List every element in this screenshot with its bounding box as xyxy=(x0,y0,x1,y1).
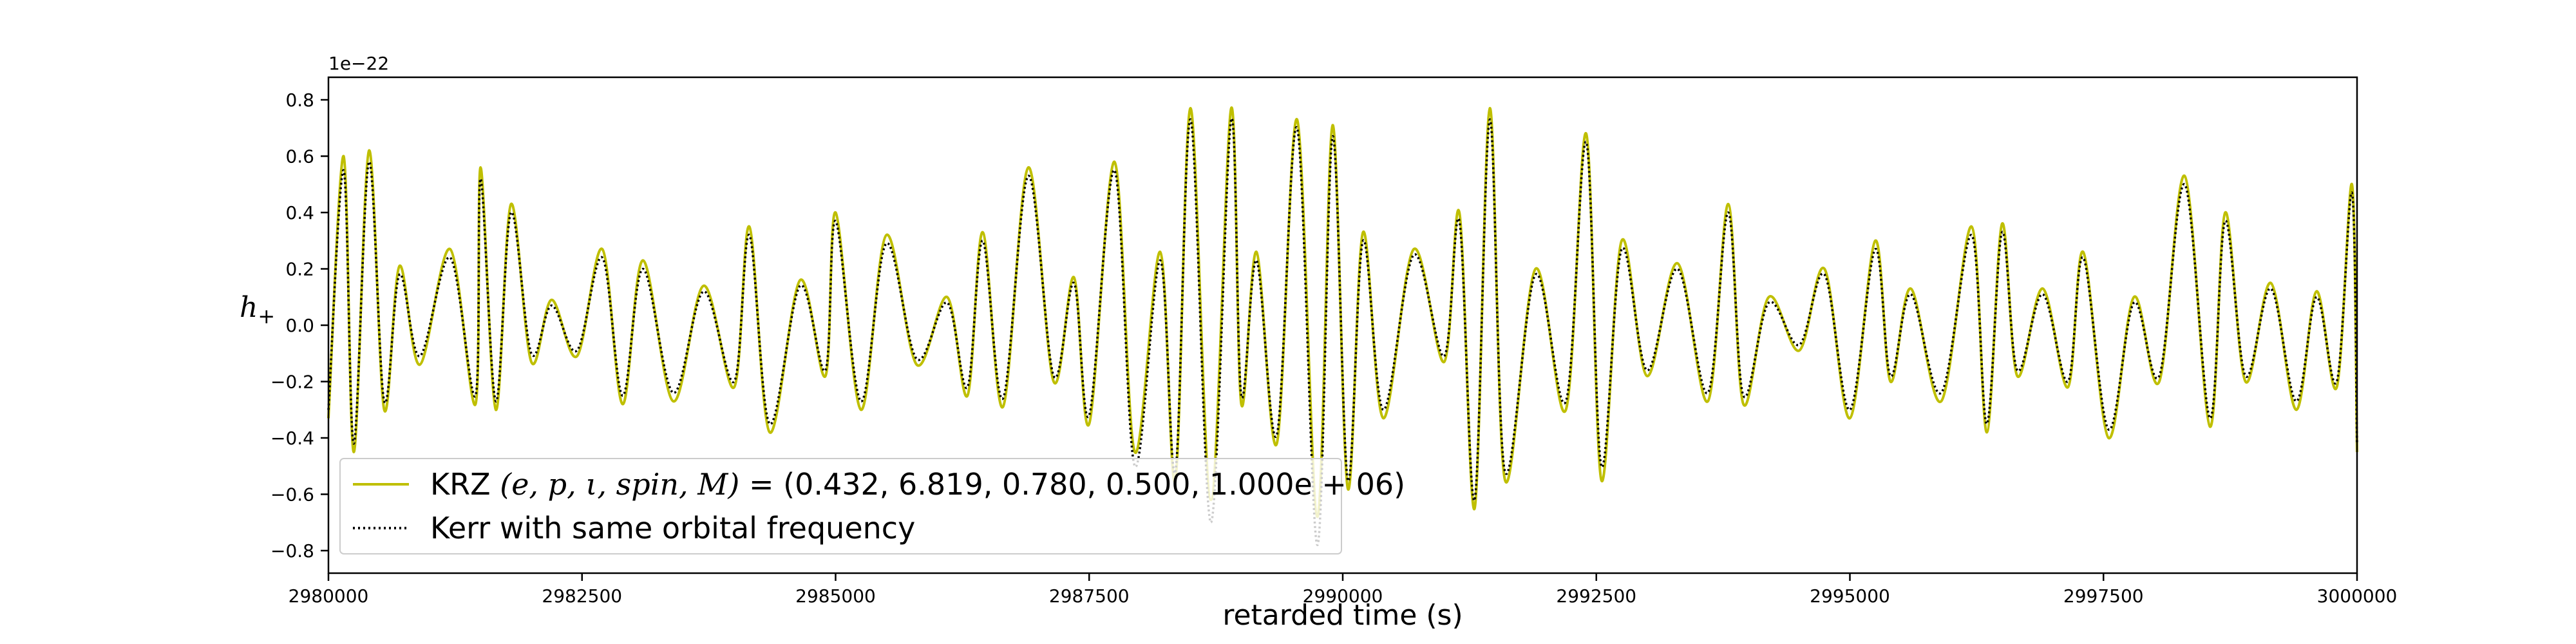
y-tick-label: −0.8 xyxy=(270,540,314,562)
x-tick-label: 2985000 xyxy=(795,585,876,607)
x-axis-title: retarded time (s) xyxy=(1222,599,1463,632)
y-axis-title: h+ xyxy=(240,291,275,328)
legend-label-krz: KRZ (e, p, ι, spin, M) = (0.432, 6.819, … xyxy=(430,467,1405,502)
x-tick-label: 2990000 xyxy=(1303,585,1383,607)
x-tick-label: 2982500 xyxy=(542,585,622,607)
y-tick-label: 0.0 xyxy=(285,315,314,336)
y-axis-subscript: + xyxy=(258,304,275,328)
y-tick-label: 0.2 xyxy=(285,259,314,280)
y-offset-text: 1e−22 xyxy=(328,53,389,74)
x-tick-label: 2995000 xyxy=(1810,585,1890,607)
x-tick-label: 2980000 xyxy=(289,585,369,607)
x-tick-label: 3000000 xyxy=(2317,585,2398,607)
x-tick-label: 2997500 xyxy=(2063,585,2144,607)
y-tick-label: 0.6 xyxy=(285,146,314,167)
x-axis: 2980000 2982500 2985000 2987500 2990000 29925… xyxy=(289,573,2398,607)
legend-label-kerr: Kerr with same orbital frequency xyxy=(430,511,915,545)
series-line-kerr xyxy=(327,117,2358,547)
legend-box xyxy=(339,458,1342,554)
y-tick-label: 0.8 xyxy=(285,90,314,111)
y-tick-label: −0.6 xyxy=(270,484,314,506)
y-tick-label: −0.4 xyxy=(270,428,314,449)
x-tick-label: 2992500 xyxy=(1556,585,1636,607)
y-axis-symbol: h xyxy=(240,291,258,324)
y-tick-label: 0.4 xyxy=(285,202,314,223)
series-layer xyxy=(327,106,2358,547)
x-tick-label: 2987500 xyxy=(1049,585,1130,607)
legend: KRZ (e, p, ι, spin, M) = (0.432, 6.819, … xyxy=(339,458,1405,554)
y-axis: −0.8 −0.6 −0.4 −0.2 0.0 0.2 0.4 0.6 0.8 xyxy=(270,90,328,562)
series-line-krz xyxy=(327,106,2358,518)
y-tick-label: −0.2 xyxy=(270,372,314,393)
